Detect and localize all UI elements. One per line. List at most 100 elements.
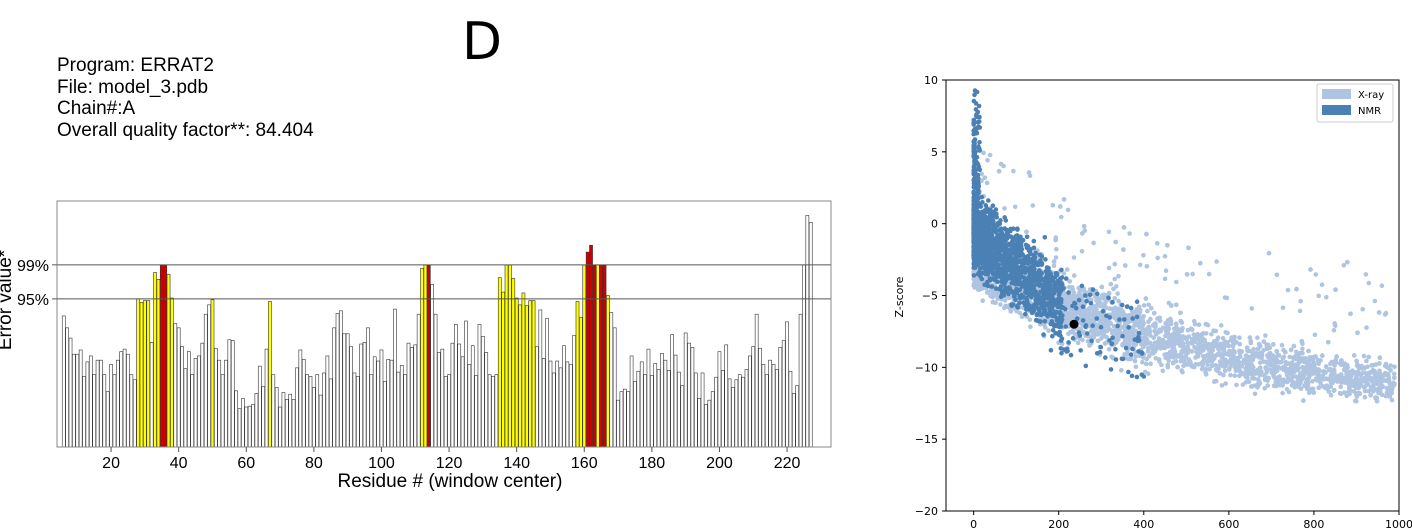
- xray-point: [1178, 343, 1183, 348]
- errat-bar: [680, 385, 685, 447]
- xray-point: [1121, 225, 1127, 230]
- xray-point: [1184, 336, 1189, 342]
- xray-point: [1346, 389, 1351, 394]
- xray-point: [1376, 310, 1382, 315]
- xray-point: [1030, 203, 1036, 208]
- xray-point: [1064, 267, 1070, 272]
- xray-point: [1190, 364, 1195, 369]
- xray-point: [1235, 357, 1240, 362]
- xray-point: [1162, 352, 1168, 358]
- xray-point: [1017, 310, 1023, 316]
- xray-point: [1146, 302, 1151, 308]
- xray-point: [1219, 383, 1225, 388]
- xray-point: [1255, 367, 1261, 373]
- errat-bar: [95, 359, 100, 447]
- errat-x-tick-label: 140: [503, 455, 530, 472]
- xray-point: [1319, 282, 1325, 288]
- nmr-point: [1023, 311, 1028, 317]
- errat-bar: [440, 348, 445, 447]
- xray-point: [1144, 231, 1149, 237]
- xray-point: [1362, 394, 1368, 400]
- xray-point: [1130, 330, 1135, 336]
- xray-point: [1299, 339, 1305, 344]
- errat-x-tick-label: 80: [305, 455, 323, 472]
- xray-point: [1168, 319, 1173, 324]
- xray-point: [1249, 306, 1255, 311]
- xray-point: [1313, 272, 1319, 277]
- errat-bar: [315, 374, 320, 447]
- errat-bar: [88, 355, 93, 447]
- xray-point: [1239, 349, 1244, 354]
- xray-point: [1167, 354, 1173, 360]
- xray-point: [1332, 359, 1337, 365]
- xray-point: [1364, 325, 1369, 330]
- xray-point: [1392, 375, 1397, 381]
- errat-bar: [416, 313, 421, 447]
- nmr-point: [1031, 238, 1037, 244]
- xray-point: [1381, 373, 1387, 378]
- xray-point: [1316, 293, 1321, 299]
- xray-point: [1102, 341, 1108, 346]
- errat-bar: [102, 374, 107, 447]
- xray-point: [1297, 308, 1303, 314]
- errat-bar: [271, 374, 276, 447]
- xray-point: [1385, 378, 1391, 384]
- nmr-point: [1009, 302, 1014, 308]
- xray-point: [1324, 383, 1330, 389]
- nmr-point: [989, 284, 995, 289]
- errat-x-tick-label: 120: [436, 455, 463, 472]
- xray-point: [1068, 329, 1073, 335]
- errat-bar: [653, 363, 658, 447]
- xray-point: [1379, 283, 1385, 289]
- xray-point: [1280, 383, 1285, 388]
- errat-bar: [153, 272, 157, 447]
- errat-bar: [126, 353, 130, 447]
- errat-bar: [724, 344, 729, 447]
- errat-bar: [606, 295, 610, 447]
- xray-point: [1165, 344, 1171, 349]
- xray-point: [1331, 368, 1337, 373]
- errat-bar: [656, 369, 661, 447]
- xray-point: [1158, 339, 1164, 344]
- xray-point: [1081, 311, 1086, 317]
- xray-point: [1155, 241, 1160, 246]
- xray-point: [1275, 358, 1280, 364]
- xray-point: [1379, 392, 1385, 398]
- xray-point: [1143, 334, 1148, 339]
- xray-point: [1179, 368, 1184, 373]
- errat-bar: [376, 360, 380, 447]
- xray-point: [1246, 369, 1252, 374]
- errat-bar: [622, 388, 627, 447]
- xray-point: [1330, 376, 1335, 382]
- xray-point: [1002, 298, 1008, 303]
- errat-bar: [143, 300, 147, 447]
- errat-bar: [423, 264, 428, 447]
- xray-point: [1200, 331, 1206, 336]
- xray-point: [1051, 259, 1057, 264]
- xray-point: [1151, 335, 1156, 341]
- xray-point: [1128, 356, 1134, 361]
- xray-point: [1141, 344, 1146, 350]
- errat-bar: [663, 359, 668, 447]
- xray-point: [1316, 385, 1322, 391]
- errat-bar: [460, 356, 465, 447]
- xray-point: [1306, 367, 1311, 372]
- xray-point: [1228, 372, 1233, 378]
- errat-bar: [670, 334, 674, 447]
- xray-point: [1232, 334, 1237, 340]
- xray-point: [1257, 381, 1263, 386]
- errat-bar: [521, 292, 526, 447]
- xray-point: [1300, 370, 1306, 376]
- xray-point: [1170, 332, 1176, 337]
- errat-bar: [748, 355, 752, 447]
- xray-point: [1360, 306, 1365, 312]
- errat-bar: [257, 365, 262, 447]
- xray-point: [1125, 351, 1130, 357]
- xray-point: [1295, 377, 1301, 382]
- nmr-point: [1050, 328, 1056, 333]
- xray-point: [1225, 340, 1230, 345]
- errat-bar: [721, 370, 725, 447]
- xray-point: [1271, 342, 1276, 347]
- xray-point: [1300, 350, 1305, 356]
- xray-point: [1168, 349, 1173, 355]
